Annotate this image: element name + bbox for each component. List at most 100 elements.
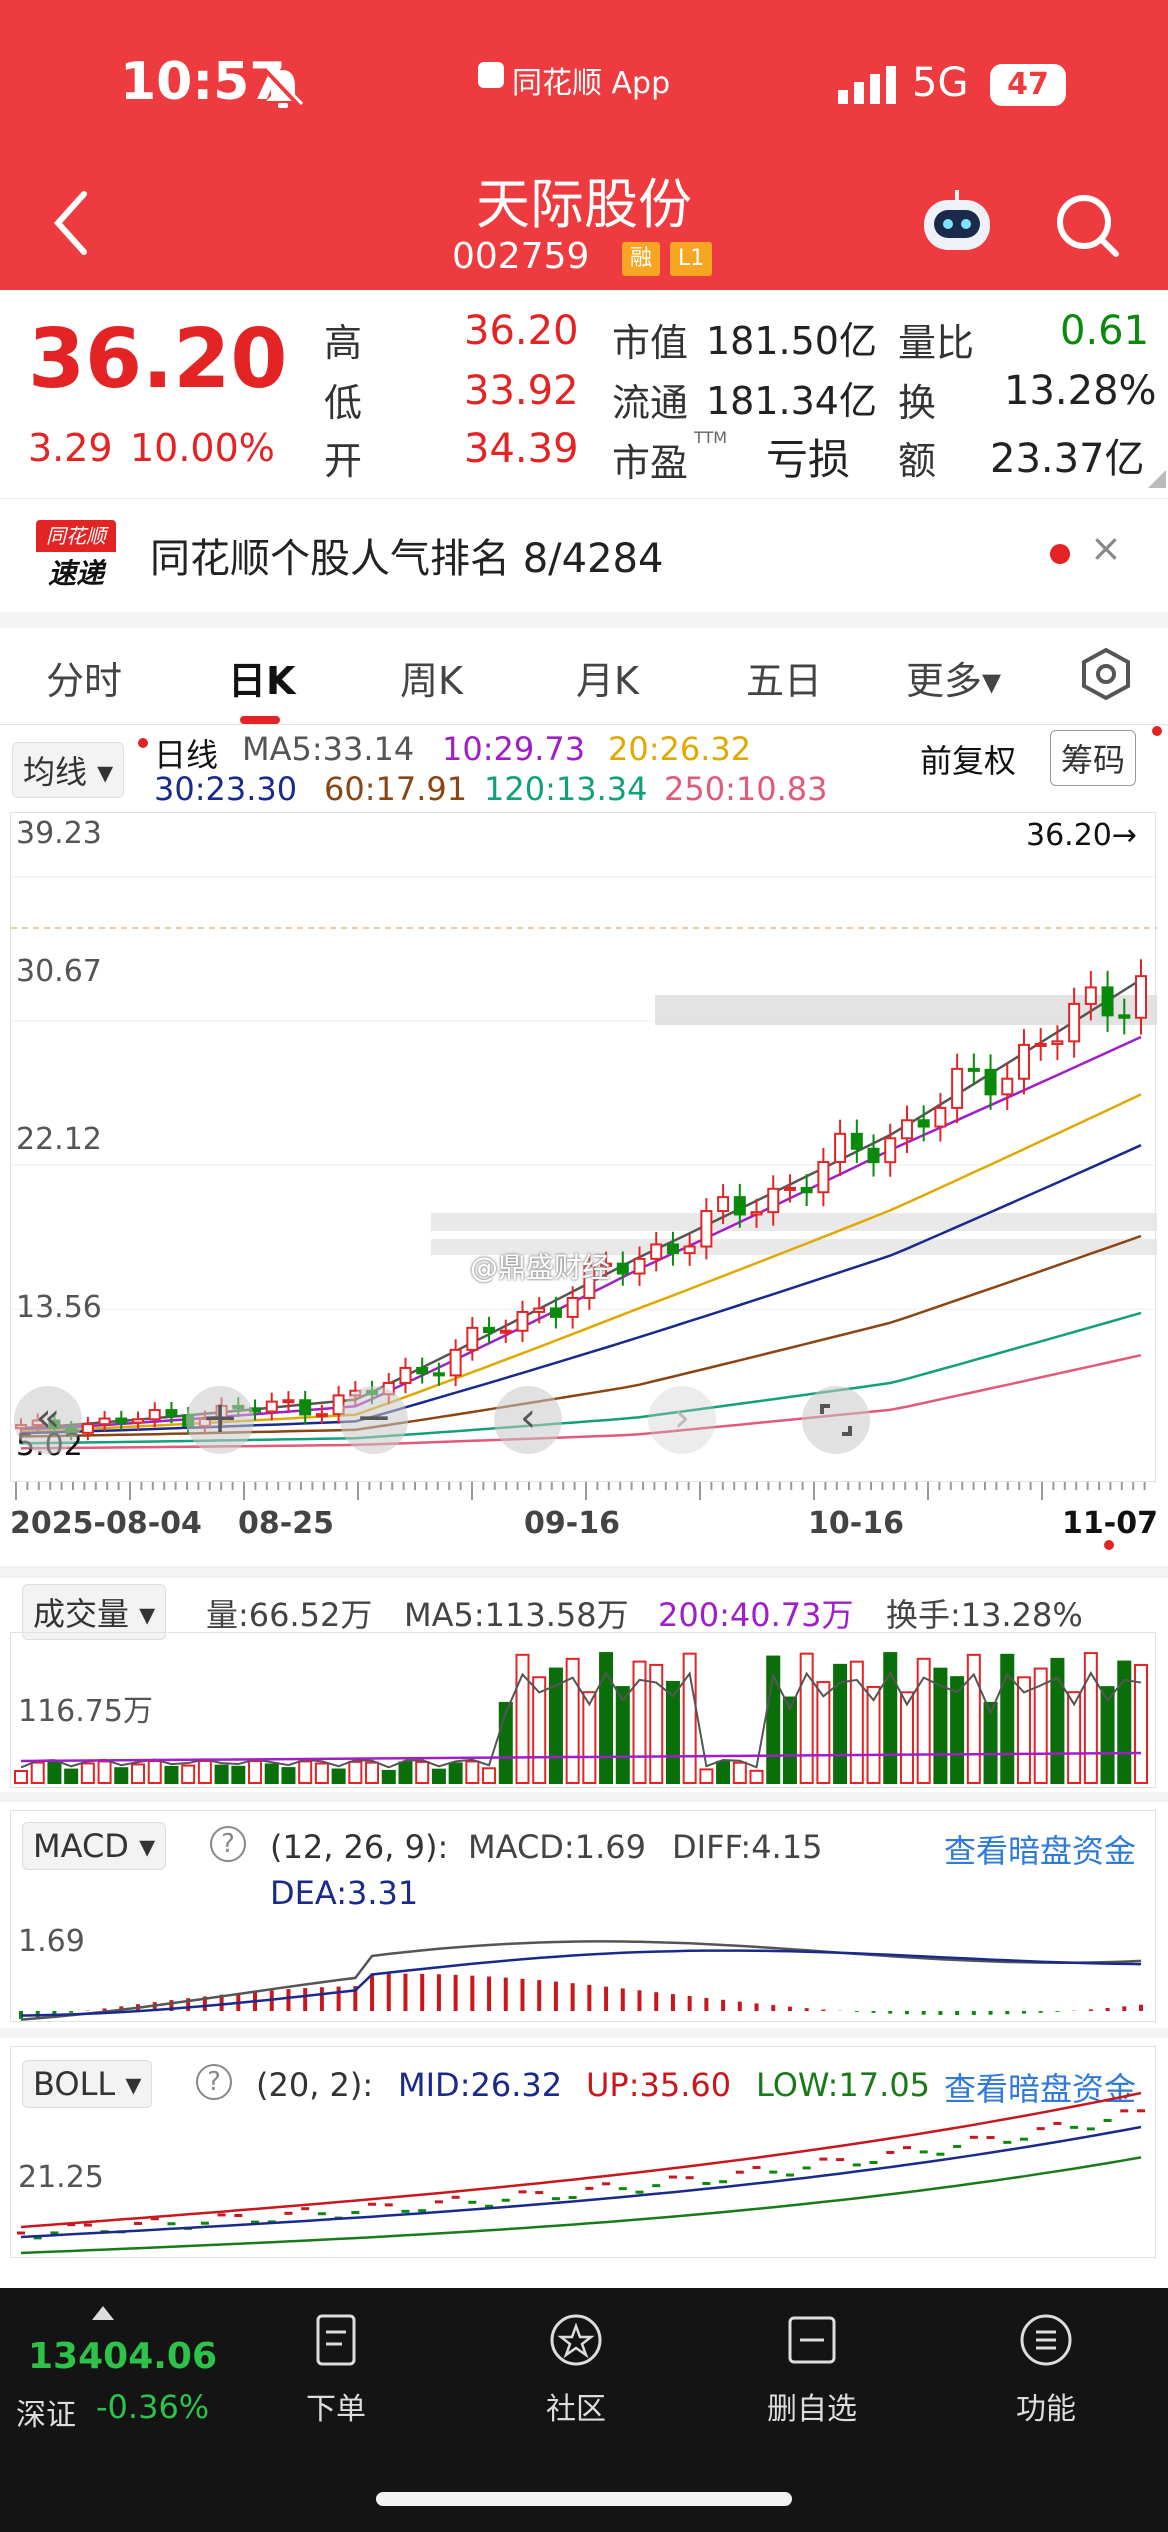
nav-remove-watchlist[interactable]: 删自选	[752, 2312, 872, 2428]
volume-svg	[14, 1652, 1148, 1785]
tab-five-day[interactable]: 五日	[746, 659, 823, 703]
x-axis-ticks	[15, 1482, 1146, 1500]
volume-bar-52	[883, 1652, 898, 1785]
volume-bar-12	[214, 1764, 229, 1785]
candle-body-51	[867, 1147, 880, 1164]
bottom-nav-bar	[0, 2288, 1168, 2532]
chip-button[interactable]: 筹码	[1050, 730, 1137, 786]
index-value[interactable]: 13404.06	[28, 2336, 218, 2377]
index-change[interactable]: -0.36%	[96, 2388, 210, 2426]
candle-body-59	[1001, 1077, 1014, 1096]
volume-bar-59	[1000, 1653, 1015, 1784]
volume-bar-34	[582, 1691, 597, 1784]
indicator-selector-boll[interactable]: BOLL ▾	[22, 2060, 153, 2108]
candle-body-56	[951, 1067, 964, 1109]
mcap-label: 市值	[612, 321, 689, 365]
volume-bar-35	[599, 1652, 614, 1785]
nav-order[interactable]: 下单	[276, 2312, 396, 2428]
candle-body-61	[1034, 1042, 1047, 1047]
volume-bar-54	[916, 1657, 931, 1784]
search-icon[interactable]	[1052, 190, 1122, 260]
tabs-divider	[0, 724, 1168, 725]
scroll-right-icon[interactable]: ›	[648, 1386, 716, 1454]
volume-bar-19	[331, 1768, 346, 1784]
candle-body-42	[717, 1196, 730, 1213]
volume-bar-0	[14, 1770, 28, 1784]
macd-help-icon[interactable]: ?	[210, 1826, 246, 1862]
volume-bar-13	[231, 1765, 246, 1784]
scroll-left-icon[interactable]: ‹	[494, 1386, 562, 1454]
y-tick-2: 30.67	[16, 954, 102, 989]
zoom-in-icon[interactable]: +	[186, 1386, 254, 1454]
tab-monthly-k[interactable]: 月K	[576, 659, 639, 703]
section-divider-2	[0, 1566, 1168, 1578]
turnover-label: 换	[898, 381, 937, 425]
fullscreen-icon[interactable]	[802, 1386, 870, 1454]
popularity-text[interactable]: 同花顺个股人气排名 8/4284	[150, 536, 664, 582]
price-change-pct: 10.00%	[130, 426, 275, 470]
ma10-value: 10:29.73	[442, 730, 586, 768]
macd-params: (12, 26, 9):	[270, 1828, 449, 1866]
volume-bar-30	[515, 1653, 530, 1785]
indicator-selector-macd[interactable]: MACD ▾	[22, 1822, 167, 1870]
candle-body-38	[650, 1243, 663, 1260]
expand-corner-icon[interactable]	[1148, 470, 1166, 488]
candle-body-32	[549, 1307, 562, 1318]
volume-bar-21	[365, 1761, 380, 1784]
period-label: 日线	[154, 736, 219, 774]
nav-community[interactable]: 社区	[516, 2312, 636, 2428]
tab-daily-k[interactable]: 日K	[228, 659, 296, 703]
volume-bar-38	[649, 1663, 664, 1784]
ma120-value: 120:13.34	[484, 770, 648, 808]
candle-body-45	[767, 1187, 780, 1214]
back-arrow-icon[interactable]	[50, 188, 90, 258]
current-price: 36.20	[28, 312, 288, 407]
order-doc-icon	[316, 2314, 356, 2366]
candle-body-4	[81, 1423, 94, 1434]
volume-bar-11	[197, 1760, 212, 1784]
boll-chart[interactable]	[10, 2046, 1156, 2258]
close-popularity-button[interactable]: ×	[1090, 526, 1122, 570]
candle-body-54	[917, 1119, 930, 1128]
index-name[interactable]: 深证	[16, 2398, 76, 2433]
volume-chart[interactable]	[10, 1632, 1156, 1788]
boll-help-icon[interactable]: ?	[196, 2064, 232, 2100]
candle-body-39	[666, 1243, 679, 1255]
candle-body-18	[315, 1413, 328, 1418]
header-bar: 10:57 同花顺 App 5G 47 天际股份 002759 融 L1	[0, 0, 1168, 290]
volume-bar-16	[281, 1767, 296, 1785]
volume-bar-3	[64, 1768, 79, 1785]
status-app-name: 同花顺 App	[512, 66, 671, 101]
vr-label: 量比	[898, 321, 975, 365]
tab-intraday[interactable]: 分时	[46, 659, 123, 703]
candle-body-58	[984, 1068, 997, 1096]
indicator-selector-ma[interactable]: 均线 ▾	[12, 742, 125, 798]
nav-functions[interactable]: 功能	[986, 2312, 1106, 2428]
zoom-out-icon[interactable]: −	[340, 1386, 408, 1454]
dea-line	[20, 1949, 1142, 2017]
x-tick-3: 09-16	[524, 1506, 620, 1541]
volume-bar-36	[615, 1686, 630, 1784]
volume-bar-9	[164, 1765, 179, 1784]
candle-body-57	[967, 1067, 980, 1072]
app-logo-icon	[478, 62, 504, 88]
candle-body-37	[633, 1257, 646, 1275]
rewind-icon[interactable]: «	[14, 1386, 82, 1454]
dark-pool-link-macd[interactable]: 查看暗盘资金	[944, 1832, 1137, 1870]
settings-hexagon-icon[interactable]	[1080, 646, 1132, 702]
volume-bar-41	[699, 1768, 714, 1784]
logo-bottom: 速递	[47, 557, 104, 590]
candle-body-49	[834, 1132, 847, 1164]
level-badge: L1	[670, 242, 713, 276]
indicator-selector-volume[interactable]: 成交量 ▾	[22, 1584, 167, 1640]
popularity-row[interactable]	[0, 498, 1168, 610]
notification-dot	[1050, 544, 1070, 564]
kline-chart[interactable]	[10, 812, 1157, 1482]
tab-more[interactable]: 更多▾	[906, 659, 1002, 703]
macd-chart[interactable]	[10, 1810, 1156, 2022]
robot-assistant-icon[interactable]	[920, 190, 994, 256]
mute-bell-icon	[264, 66, 304, 108]
chip-dot	[1152, 726, 1162, 736]
tab-weekly-k[interactable]: 周K	[400, 659, 463, 703]
adjust-mode[interactable]: 前复权	[920, 742, 1017, 780]
